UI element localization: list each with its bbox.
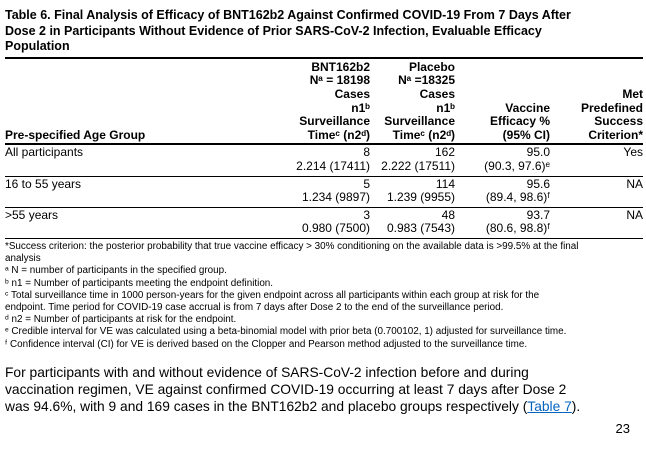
met-success-cell: NA (550, 207, 643, 239)
paragraph-text-before: For participants with and without eviden… (5, 364, 567, 414)
met-success-cell: NA (550, 176, 643, 208)
vaccine-efficacy-cell: 95.0 (90.3, 97.6)ᵉ (455, 144, 550, 177)
age-group-cell: 16 to 55 years (5, 176, 210, 208)
table-title: Table 6. Final Analysis of Efficacy of B… (5, 8, 571, 54)
footnote-e: ᵉ Credible interval for VE was calculate… (5, 326, 567, 338)
col-header-age-group: Pre-specified Age Group (5, 57, 210, 146)
bnt162b2-cell: 5 1.234 (9897) (210, 176, 370, 208)
footnote-c: ᶜ Total surveillance time in 1000 person… (5, 289, 540, 313)
efficacy-table: Pre-specified Age Group BNT162b2 Nᵃ = 18… (5, 56, 643, 239)
table-row: >55 years 3 0.980 (7500) 48 0.983 (7543)… (5, 207, 643, 239)
vaccine-efficacy-cell: 95.6 (89.4, 98.6)ᶠ (455, 176, 550, 208)
age-group-cell: All participants (5, 144, 210, 177)
footnote-b: ᵇ n1 = Number of participants meeting th… (5, 277, 274, 289)
col-header-bnt162b2: BNT162b2 Nᵃ = 18198 Cases n1ᵇ Surveillan… (210, 57, 370, 146)
body-paragraph: For participants with and without eviden… (5, 364, 640, 415)
met-success-cell: Yes (550, 144, 643, 177)
vaccine-efficacy-cell: 93.7 (80.6, 98.8)ᶠ (455, 207, 550, 239)
footnote-d: ᵈ n2 = Number of participants at risk fo… (5, 314, 237, 326)
paragraph-text-after: ). (571, 398, 581, 414)
age-group-cell: >55 years (5, 207, 210, 239)
footnote-success-criterion: *Success criterion: the posterior probab… (5, 240, 579, 265)
table-row: All participants 8 2.214 (17411) 162 2.2… (5, 144, 643, 177)
footnote-a: ᵃ N = number of participants in the spec… (5, 265, 227, 277)
footnote-f: ᶠ Confidence interval (CI) for VE is der… (5, 338, 528, 350)
col-header-met-success: Met Predefined Success Criterion* (550, 57, 643, 146)
page-number: 23 (615, 421, 630, 436)
table-footnotes: *Success criterion: the posterior probab… (5, 241, 640, 351)
col-header-placebo: Placebo Nᵃ =18325 Cases n1ᵇ Surveillance… (370, 57, 455, 146)
placebo-cell: 162 2.222 (17511) (370, 144, 455, 177)
table-7-link[interactable]: Table 7 (527, 398, 572, 414)
table-row: 16 to 55 years 5 1.234 (9897) 114 1.239 … (5, 176, 643, 208)
placebo-cell: 48 0.983 (7543) (370, 207, 455, 239)
col-header-vaccine-efficacy: Vaccine Efficacy % (95% CI) (455, 57, 550, 146)
bnt162b2-cell: 3 0.980 (7500) (210, 207, 370, 239)
bnt162b2-cell: 8 2.214 (17411) (210, 144, 370, 177)
table-header-row: Pre-specified Age Group BNT162b2 Nᵃ = 18… (5, 57, 643, 146)
placebo-cell: 114 1.239 (9955) (370, 176, 455, 208)
